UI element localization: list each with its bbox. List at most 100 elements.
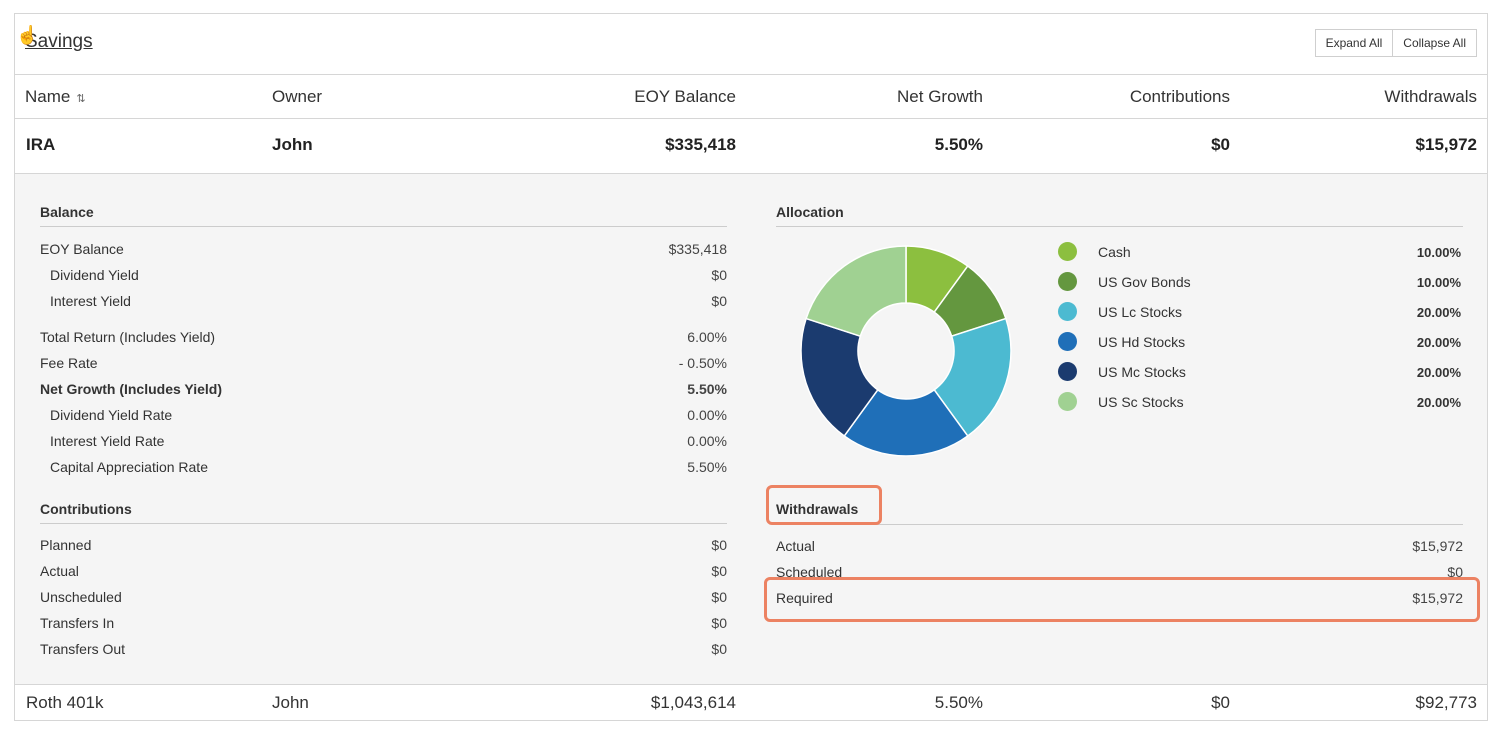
legend-item: US Sc Stocks 20.00% (1058, 392, 1461, 414)
account-contributions: $0 (1211, 693, 1230, 712)
legend-value: 20.00% (1416, 305, 1461, 320)
expand-all-button[interactable]: Expand All (1314, 29, 1394, 57)
donut-slice-us-hd-stocks[interactable] (843, 388, 969, 457)
row-value: $0 (711, 267, 727, 283)
legend-label: US Lc Stocks (1098, 304, 1183, 320)
table-row[interactable]: IRA John $335,418 5.50% $0 $15,972 (15, 119, 1487, 174)
legend-label: US Hd Stocks (1098, 334, 1186, 350)
row-value: $0 (711, 293, 727, 309)
expand-collapse-group: Expand All Collapse All (1314, 29, 1477, 57)
donut-slice-us-lc-stocks[interactable] (933, 317, 1012, 437)
balance-row: Dividend Yield $0 (50, 267, 727, 283)
row-label: Actual (776, 538, 815, 554)
contributions-row: Actual $0 (40, 563, 727, 579)
balance-row: Total Return (Includes Yield) 6.00% (40, 329, 727, 345)
contributions-row: Unscheduled $0 (40, 589, 727, 605)
row-label: Transfers Out (40, 641, 126, 657)
account-net-growth: 5.50% (934, 135, 983, 154)
account-eoy-balance: $1,043,614 (650, 693, 736, 712)
account-withdrawals: $92,773 (1415, 693, 1477, 712)
row-label: Total Return (Includes Yield) (40, 329, 216, 345)
legend-value: 20.00% (1416, 335, 1461, 350)
collapse-all-button[interactable]: Collapse All (1393, 29, 1477, 57)
balance-divider (40, 226, 727, 227)
legend-dot-icon (1058, 392, 1077, 411)
row-value: - 0.50% (678, 355, 727, 371)
row-label: Capital Appreciation Rate (50, 459, 208, 475)
row-value: $0 (711, 589, 727, 605)
row-value: 0.00% (687, 407, 727, 423)
row-value: $335,418 (668, 241, 727, 257)
row-value: $0 (711, 641, 727, 657)
legend-item: Cash 10.00% (1058, 242, 1461, 264)
contributions-row: Transfers Out $0 (40, 641, 727, 657)
table-row[interactable]: Roth 401k John $1,043,614 5.50% $0 $92,7… (15, 684, 1487, 721)
contributions-divider (40, 523, 727, 524)
savings-title-link[interactable]: Savings (25, 31, 93, 52)
legend-dot-icon (1058, 302, 1077, 321)
row-value: $0 (711, 615, 727, 631)
legend-dot-icon (1058, 332, 1077, 351)
donut-slice-us-mc-stocks[interactable] (800, 317, 879, 437)
row-label: Interest Yield (50, 293, 131, 309)
column-header-contributions[interactable]: Contributions (1129, 87, 1230, 106)
column-header-name[interactable]: Name ⇅ (25, 87, 86, 107)
row-label: Unscheduled (40, 589, 122, 605)
legend-dot-icon (1058, 362, 1077, 381)
balance-row: Fee Rate - 0.50% (40, 355, 727, 371)
withdrawals-row: Actual $15,972 (776, 538, 1463, 554)
account-withdrawals: $15,972 (1415, 135, 1477, 154)
legend-value: 10.00% (1416, 245, 1461, 260)
row-label: Dividend Yield Rate (50, 407, 173, 423)
table-header: Name ⇅ Owner EOY Balance Net Growth Contr… (15, 74, 1487, 119)
row-label: Scheduled (776, 564, 843, 580)
withdrawals-row: Required $15,972 (776, 590, 1463, 606)
balance-row: Interest Yield Rate 0.00% (50, 433, 727, 449)
row-label: Required (776, 590, 833, 606)
hand-pointer-icon: ☝ (16, 25, 39, 45)
balance-row: Dividend Yield Rate 0.00% (50, 407, 727, 423)
allocation-divider (776, 226, 1463, 227)
column-header-eoy-balance[interactable]: EOY Balance (634, 87, 736, 106)
legend-label: US Gov Bonds (1098, 274, 1191, 290)
row-value: $0 (711, 537, 727, 553)
contributions-section-title: Contributions (40, 501, 132, 517)
column-header-owner[interactable]: Owner (272, 87, 323, 106)
withdrawals-divider (776, 524, 1463, 525)
row-label: Interest Yield Rate (50, 433, 165, 449)
row-value: 5.50% (687, 459, 727, 475)
balance-row: EOY Balance $335,418 (40, 241, 727, 257)
row-value: $0 (1447, 564, 1463, 580)
account-name: Roth 401k (26, 693, 104, 712)
balance-row: Interest Yield $0 (50, 293, 727, 309)
legend-dot-icon (1058, 242, 1077, 261)
legend-label: US Mc Stocks (1098, 364, 1186, 380)
withdrawals-title-highlight (766, 485, 882, 525)
account-detail-panel: Balance EOY Balance $335,418 Dividend Yie… (15, 174, 1487, 684)
allocation-section-title: Allocation (776, 204, 844, 220)
balance-row: Net Growth (Includes Yield) 5.50% (40, 381, 727, 397)
row-value: 6.00% (687, 329, 727, 345)
account-owner: John (272, 135, 313, 154)
row-label: Dividend Yield (50, 267, 139, 283)
legend-value: 20.00% (1416, 395, 1461, 410)
row-label: Net Growth (Includes Yield) (40, 381, 223, 397)
row-value: $15,972 (1412, 538, 1463, 554)
required-row-highlight (764, 577, 1480, 622)
contributions-row: Transfers In $0 (40, 615, 727, 631)
legend-value: 10.00% (1416, 275, 1461, 290)
row-value: 5.50% (687, 381, 727, 397)
column-header-withdrawals[interactable]: Withdrawals (1384, 87, 1477, 106)
row-label: Transfers In (40, 615, 115, 631)
legend-value: 20.00% (1416, 365, 1461, 380)
row-value: 0.00% (687, 433, 727, 449)
balance-row: Capital Appreciation Rate 5.50% (50, 459, 727, 475)
row-label: EOY Balance (40, 241, 124, 257)
savings-panel: Savings ☝ Expand All Collapse All Name ⇅ … (14, 13, 1488, 721)
legend-label: Cash (1098, 244, 1131, 260)
legend-item: US Hd Stocks 20.00% (1058, 332, 1461, 354)
sort-icon[interactable]: ⇅ (76, 93, 86, 105)
column-header-net-growth[interactable]: Net Growth (897, 87, 983, 106)
donut-slice-us-sc-stocks[interactable] (805, 245, 907, 338)
account-owner: John (272, 693, 309, 712)
